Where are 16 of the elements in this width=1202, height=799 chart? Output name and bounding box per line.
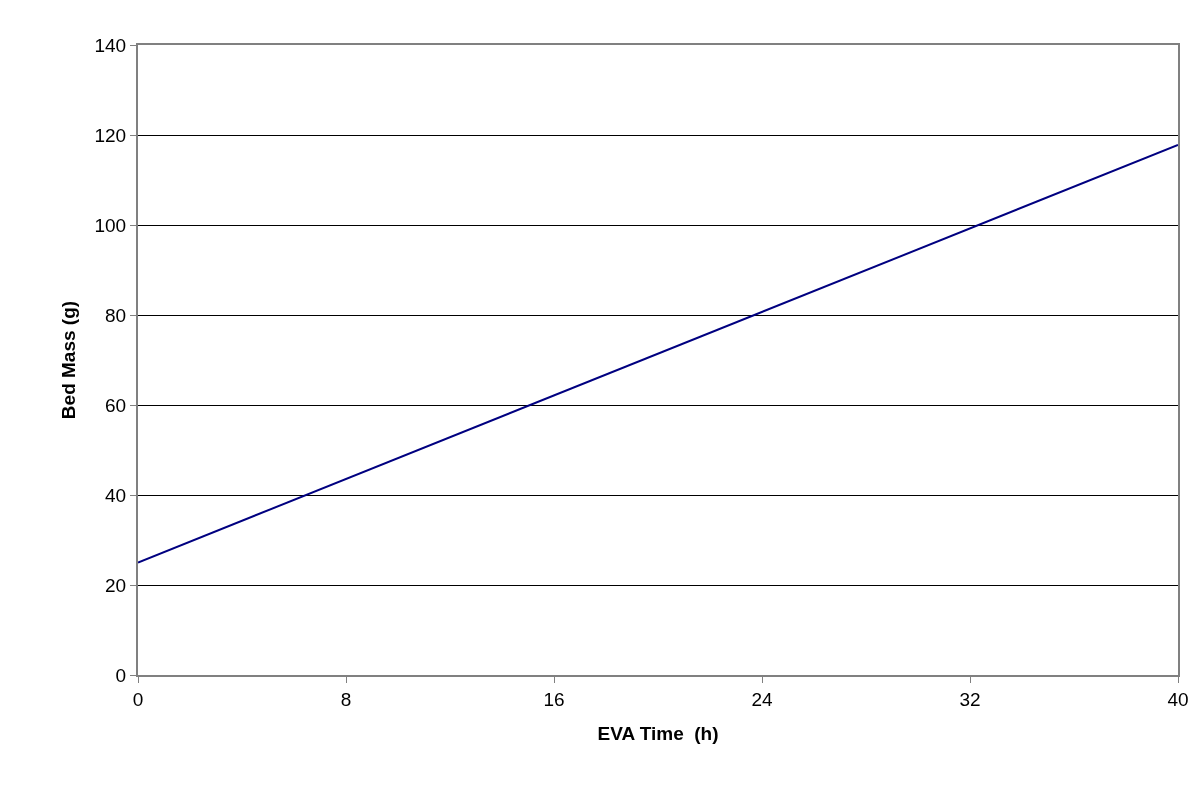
y-tick-label: 140 [94, 34, 127, 56]
y-tick-label: 20 [105, 574, 127, 596]
y-tick-label: 120 [94, 124, 127, 146]
x-tick-label: 8 [340, 688, 352, 710]
y-axis-title: Bed Mass (g) [57, 300, 79, 420]
y-tick-label: 60 [105, 394, 127, 416]
x-tick-label: 40 [1167, 688, 1189, 710]
y-tick-label: 80 [105, 304, 127, 326]
x-tick-label: 16 [543, 688, 565, 710]
x-axis-title: EVA Time (h) [597, 723, 719, 745]
x-tick-label: 0 [132, 688, 144, 710]
x-tick-label: 24 [751, 688, 773, 710]
x-tick-label: 32 [959, 688, 981, 710]
y-tick-label: 40 [105, 484, 127, 506]
y-tick-label: 100 [94, 214, 127, 236]
y-tick-label: 0 [115, 664, 127, 686]
